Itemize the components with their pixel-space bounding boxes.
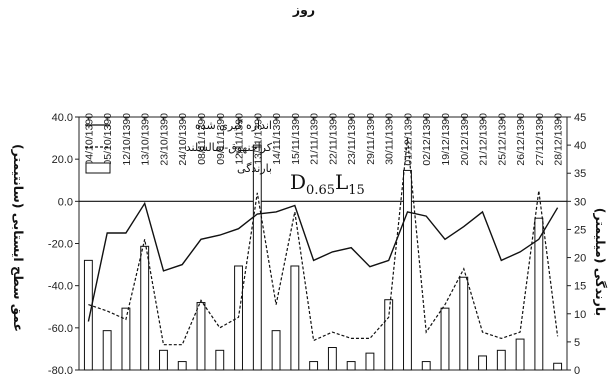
x-tick-label: 26/12/1390 bbox=[515, 113, 527, 166]
rainfall-bar bbox=[215, 349, 225, 371]
right-tick-label: 0 bbox=[574, 365, 580, 377]
rainfall-bar bbox=[102, 330, 112, 371]
x-tick-label: 19/12/1390 bbox=[440, 113, 452, 166]
right-axis-ticks: 0 5 10 15 20 25 30 35 40 45 bbox=[567, 112, 586, 377]
rainfall-bar bbox=[327, 347, 337, 371]
x-tick-label: 01/12/1390 bbox=[403, 113, 415, 166]
right-tick-label: 10 bbox=[574, 309, 586, 321]
right-tick-label: 45 bbox=[574, 112, 586, 124]
rainfall-bar bbox=[140, 245, 150, 371]
rainfall-bar bbox=[403, 169, 412, 371]
left-axis-title: عمق سطح ایستابی (سانتیمتر) bbox=[11, 144, 26, 332]
x-tick-label: 13/10/1390 bbox=[140, 113, 152, 166]
left-tick-label: 40.0 bbox=[52, 112, 73, 124]
x-tick-label: 21/11/1390 bbox=[309, 113, 321, 165]
left-tick-label: 20.0 bbox=[52, 154, 73, 166]
legend: اندازه گیری شده کراچنهوق-سالسلند بارندگی bbox=[85, 119, 273, 175]
rainfall-bar bbox=[290, 265, 300, 371]
x-tick-label: 22/11/1390 bbox=[327, 113, 339, 165]
x-tick-label: 04/10/1390 bbox=[83, 113, 95, 166]
x-tick-label: 12/10/1390 bbox=[121, 113, 133, 166]
x-tick-label: 21/12/1390 bbox=[478, 113, 490, 166]
plot-area bbox=[78, 116, 568, 371]
x-tick-label: 13/11/1390 bbox=[252, 113, 264, 165]
right-tick-label: 5 bbox=[574, 337, 580, 349]
legend-label-simulated: کراچنهوق-سالسلند bbox=[186, 141, 273, 154]
rainfall-bar bbox=[309, 361, 319, 371]
x-tick-label: 15/11/1390 bbox=[290, 113, 302, 165]
rainfall-bar bbox=[196, 302, 206, 371]
right-tick-label: 20 bbox=[574, 253, 586, 265]
right-tick-label: 35 bbox=[574, 168, 586, 180]
rainfall-bar bbox=[553, 362, 563, 371]
legend-label-rainfall: بارندگی bbox=[237, 162, 272, 175]
right-axis-title: بارندگی (میلیمتر) bbox=[593, 208, 608, 317]
x-tick-label: 23/10/1390 bbox=[159, 113, 171, 166]
x-tick-label: 25/12/1390 bbox=[496, 113, 508, 166]
right-tick-label: 30 bbox=[574, 196, 586, 208]
rainfall-bar bbox=[252, 144, 262, 371]
x-tick-label: 02/12/1390 bbox=[421, 113, 433, 166]
plot-frame bbox=[78, 116, 568, 371]
x-tick-label: 23/11/1390 bbox=[346, 113, 358, 165]
series-lines bbox=[87, 138, 559, 346]
rainfall-bar bbox=[496, 349, 506, 371]
x-tick-label: 27/12/1390 bbox=[534, 113, 546, 166]
x-tick-label: 14/11/1390 bbox=[271, 113, 283, 165]
right-tick-label: 25 bbox=[574, 224, 586, 236]
rainfall-bar bbox=[365, 352, 375, 371]
right-tick-label: 15 bbox=[574, 281, 586, 293]
left-tick-label: 0.0 bbox=[58, 196, 73, 208]
left-tick-label: -40.0 bbox=[48, 281, 73, 293]
right-tick-label: 40 bbox=[574, 140, 586, 152]
rainfall-bar bbox=[384, 299, 394, 371]
x-tick-label: 30/11/1390 bbox=[384, 113, 396, 165]
legend-label-measured: اندازه گیری شده bbox=[195, 119, 272, 132]
rainfall-bar bbox=[346, 361, 356, 371]
measured-line bbox=[87, 201, 559, 322]
rainfall-bar bbox=[234, 265, 243, 371]
x-tick-label: 05/10/1390 bbox=[102, 113, 114, 166]
rainfall-bar bbox=[534, 217, 544, 371]
left-tick-label: -60.0 bbox=[48, 323, 73, 335]
left-tick-label: -80.0 bbox=[48, 365, 73, 377]
x-tick-label: 28/12/1390 bbox=[553, 113, 565, 166]
simulated-line bbox=[88, 138, 559, 346]
left-axis-ticks: -80.0 -60.0 -40.0 -20.0 0.0 20.0 40.0 bbox=[48, 112, 79, 377]
rainfall-bar bbox=[271, 330, 281, 371]
rainfall-bar bbox=[440, 307, 450, 371]
x-tick-label: 09/11/1390 bbox=[215, 113, 227, 165]
rainfall-bars bbox=[83, 144, 563, 371]
chart-annotation: D0.65L15 bbox=[290, 170, 365, 198]
x-tick-label: 24/10/1390 bbox=[177, 113, 189, 166]
rainfall-bar bbox=[159, 349, 168, 371]
rainfall-bar bbox=[478, 355, 487, 371]
x-tick-label: 12/11/1390 bbox=[234, 113, 246, 165]
rainfall-bar bbox=[121, 307, 131, 371]
rainfall-bar bbox=[177, 361, 187, 371]
x-tick-label: 08/11/1390 bbox=[196, 113, 208, 165]
rainfall-bar bbox=[83, 259, 93, 371]
rainfall-bar bbox=[459, 276, 469, 371]
rainfall-bar bbox=[421, 361, 431, 371]
left-tick-label: -20.0 bbox=[48, 239, 73, 251]
x-tick-label: 29/11/1390 bbox=[365, 113, 377, 165]
legend-swatch-rainfall bbox=[85, 162, 111, 174]
x-tick-label: 20/12/1390 bbox=[459, 113, 471, 166]
rainfall-bar bbox=[515, 338, 525, 371]
x-axis-title: روز bbox=[292, 2, 315, 17]
x-axis-ticks: 04/10/1390 05/10/1390 12/10/1390 13/10/1390… bbox=[83, 113, 564, 166]
